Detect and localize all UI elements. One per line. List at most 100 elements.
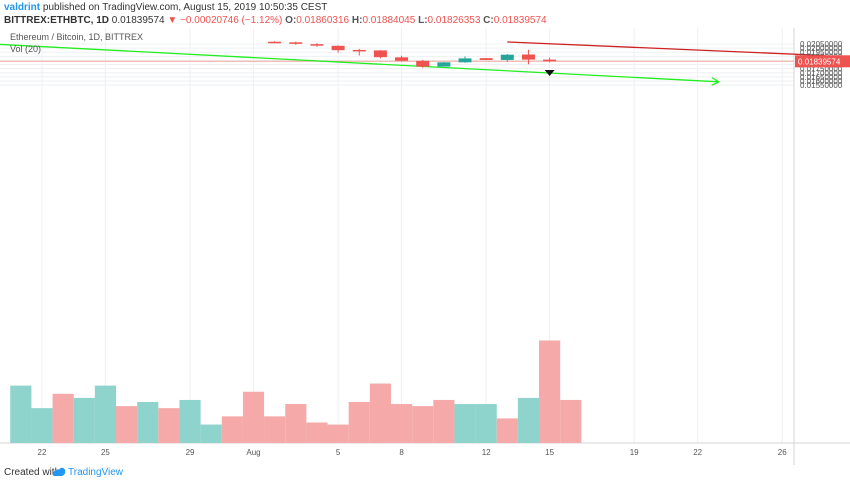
tradingview-logo-icon <box>53 467 66 476</box>
grid <box>0 28 794 443</box>
candle-body <box>352 49 366 52</box>
time-tick-label: 26 <box>778 448 787 457</box>
trendline-arrowhead <box>711 77 721 86</box>
volume-bar <box>158 408 180 443</box>
candle <box>500 54 514 62</box>
author-link[interactable]: valdrint <box>4 2 41 13</box>
candlestick-chart[interactable]: 0.020500000.020000000.019500000.01900000… <box>0 28 850 465</box>
price-axis[interactable]: 0.020500000.020000000.019500000.01900000… <box>795 40 850 90</box>
volume-bar <box>221 416 243 443</box>
price-change: ▼ −0.00020746 (−1.12%) <box>167 15 283 26</box>
markers <box>544 70 555 77</box>
candle-body <box>416 60 430 67</box>
time-tick-label: 5 <box>336 448 341 457</box>
candle-body <box>479 58 493 60</box>
candle <box>268 41 282 44</box>
publish-info: published on TradingView.com, August 15,… <box>42 2 328 13</box>
ohlc-line: BITTREX:ETHBTC, 1D 0.01839574 ▼ −0.00020… <box>4 15 547 26</box>
time-tick-label: 25 <box>101 448 110 457</box>
low-label: L: <box>418 15 428 26</box>
price-tick-label: 0.01700000 <box>800 69 843 78</box>
trendline-resistance[interactable] <box>507 41 825 57</box>
candles <box>268 41 557 68</box>
volume-bar <box>264 416 286 443</box>
volume-bar <box>306 422 328 443</box>
candle <box>458 56 472 63</box>
high-value: 0.01884045 <box>362 15 416 26</box>
volume-bar <box>475 404 497 443</box>
price-tick-label: 0.02000000 <box>800 44 843 53</box>
last-price-badge-label: 0.01839574 <box>798 57 841 66</box>
time-tick-label: 15 <box>545 448 554 457</box>
volume-bar <box>94 385 117 443</box>
candle-body <box>310 44 324 46</box>
candle <box>416 60 430 68</box>
price-tick-label: 0.01650000 <box>800 73 843 82</box>
volume-bar <box>73 397 95 443</box>
volume-bar <box>348 402 370 443</box>
symbol-label: BITTREX:ETHBTC, 1D <box>4 15 109 26</box>
volume-bar <box>285 404 307 443</box>
last-price-badge <box>795 55 850 68</box>
price-tick-label: 0.01750000 <box>800 65 843 74</box>
candle-body <box>500 54 514 60</box>
time-tick-label: 8 <box>399 448 404 457</box>
candle <box>310 43 324 47</box>
close-value: 0.01839574 <box>493 15 547 26</box>
volume-bar <box>116 406 138 443</box>
candle-body <box>521 54 535 60</box>
time-tick-label: Aug <box>246 448 260 457</box>
candle <box>373 50 387 59</box>
volume-bar <box>433 399 455 443</box>
candle-body <box>437 62 451 67</box>
volume-bar <box>560 399 582 443</box>
time-axis[interactable]: 22 25 29 Aug 5 8 12 15 19 22 26 <box>38 448 788 457</box>
created-with-label: Created with <box>4 467 61 478</box>
high-label: H: <box>351 15 363 26</box>
trendline-support[interactable] <box>0 43 719 83</box>
volume-bar <box>412 406 434 443</box>
legend-title: Ethereum / Bitcoin, 1D, BITTREX <box>10 32 143 42</box>
candle <box>352 48 366 56</box>
candle <box>331 45 345 53</box>
open-label: O: <box>285 15 297 26</box>
time-tick-label: 22 <box>38 448 47 457</box>
volume-bar <box>31 408 53 443</box>
legend-volume: Vol (20) <box>10 44 41 54</box>
volume-bar <box>327 424 349 443</box>
volume-bar <box>179 399 201 443</box>
candle <box>289 41 303 45</box>
price-tick-label: 0.02050000 <box>800 40 843 49</box>
time-tick-label: 22 <box>693 448 702 457</box>
candle-body <box>268 41 282 44</box>
chart-header: valdrint published on TradingView.com, A… <box>0 0 850 28</box>
candle-body <box>331 45 345 51</box>
volume-bar <box>137 402 159 443</box>
last-price: 0.01839574 <box>111 15 165 26</box>
candle <box>543 57 557 63</box>
open-value: 0.01860316 <box>296 15 350 26</box>
candle-body <box>543 59 557 62</box>
volume-bars <box>10 340 582 443</box>
tradingview-link[interactable]: TradingView <box>68 467 124 478</box>
candle <box>521 49 535 65</box>
close-label: C: <box>483 15 494 26</box>
price-tick-label: 0.01600000 <box>800 77 843 86</box>
publish-line: valdrint published on TradingView.com, A… <box>4 2 327 13</box>
trendlines[interactable] <box>0 41 825 86</box>
volume-bar <box>496 418 518 443</box>
volume-bar <box>390 404 413 443</box>
footer: Created with TradingView <box>0 465 850 483</box>
candle <box>437 62 451 67</box>
candle-body <box>395 57 409 61</box>
volume-bar <box>242 391 265 443</box>
volume-bar <box>52 393 74 443</box>
price-tick-label: 0.01550000 <box>800 81 843 90</box>
time-tick-label: 19 <box>630 448 639 457</box>
candle <box>395 55 409 62</box>
candle-body <box>458 58 472 63</box>
candle <box>479 57 493 61</box>
volume-bar <box>454 404 476 443</box>
volume-bar <box>10 385 32 443</box>
candle-body <box>373 50 387 58</box>
